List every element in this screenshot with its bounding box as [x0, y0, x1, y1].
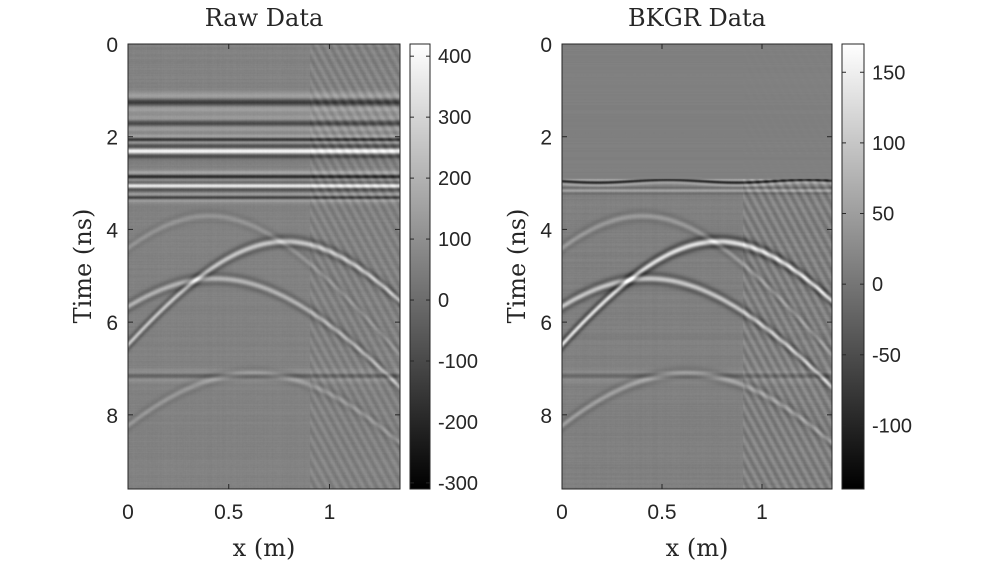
colorbar-tick-label: -100	[872, 415, 912, 437]
y-axis-label: Time (ns)	[69, 209, 97, 324]
y-tick-label: 4	[540, 219, 552, 242]
colorbar: 150 100 50 0 -50 -100	[841, 43, 912, 490]
y-tick-label: 8	[540, 405, 552, 428]
y-tick-label: 6	[540, 312, 552, 335]
colorbar: 400 300 200 100 0 -100 -200 -300	[409, 43, 478, 495]
colorbar-tick-label: -300	[438, 473, 478, 495]
panel-title: Raw Data	[205, 4, 324, 32]
colorbar-tick-label: -50	[872, 345, 901, 367]
y-ticks: 0 2 4 6 8	[106, 34, 400, 428]
y-tick-label: 8	[106, 405, 118, 428]
plot-frame	[127, 43, 401, 490]
y-tick-label: 0	[106, 34, 118, 57]
x-tick-label: 1	[324, 501, 336, 524]
colorbar-frame	[841, 43, 865, 490]
y-tick-label: 6	[106, 312, 118, 335]
x-tick-label: 1	[756, 501, 768, 524]
colorbar-tick-label: 300	[438, 107, 471, 129]
colorbar-gradient	[842, 44, 864, 489]
colorbar-tick-label: 0	[438, 290, 449, 312]
y-ticks: 0 2 4 6 8	[540, 34, 832, 428]
colorbar-tick-label: -100	[438, 351, 478, 373]
colorbar-gradient	[410, 44, 430, 489]
colorbar-tick-label: 0	[872, 274, 883, 296]
x-axis-label: x (m)	[233, 534, 296, 562]
colorbar-frame	[409, 43, 431, 490]
y-tick-label: 2	[106, 127, 118, 150]
x-ticks: 0 0.5 1	[122, 44, 335, 524]
y-axis-label: Time (ns)	[503, 209, 531, 324]
y-tick-label: 4	[106, 219, 118, 242]
colorbar-tick-label: 100	[872, 133, 905, 155]
colorbar-tick-label: 150	[872, 62, 905, 84]
panel-title: BKGR Data	[628, 4, 766, 32]
x-tick-label: 0.5	[214, 501, 243, 524]
colorbar-ticks: 150 100 50 0 -50 -100	[842, 62, 912, 437]
x-axis-label: x (m)	[666, 534, 729, 562]
colorbar-tick-label: 50	[872, 204, 894, 226]
x-tick-label: 0	[122, 501, 134, 524]
y-tick-label: 2	[540, 127, 552, 150]
x-tick-label: 0	[556, 501, 568, 524]
plot-frame	[561, 43, 833, 490]
heatmap-image	[562, 44, 832, 489]
colorbar-ticks: 400 300 200 100 0 -100 -200 -300	[410, 46, 478, 495]
colorbar-tick-label: 100	[438, 229, 471, 251]
x-ticks: 0 0.5 1	[556, 44, 768, 524]
y-tick-label: 0	[540, 34, 552, 57]
heatmap-image	[128, 44, 400, 489]
colorbar-tick-label: -200	[438, 412, 478, 434]
colorbar-tick-label: 400	[438, 46, 471, 68]
x-tick-label: 0.5	[647, 501, 676, 524]
colorbar-tick-label: 200	[438, 168, 471, 190]
